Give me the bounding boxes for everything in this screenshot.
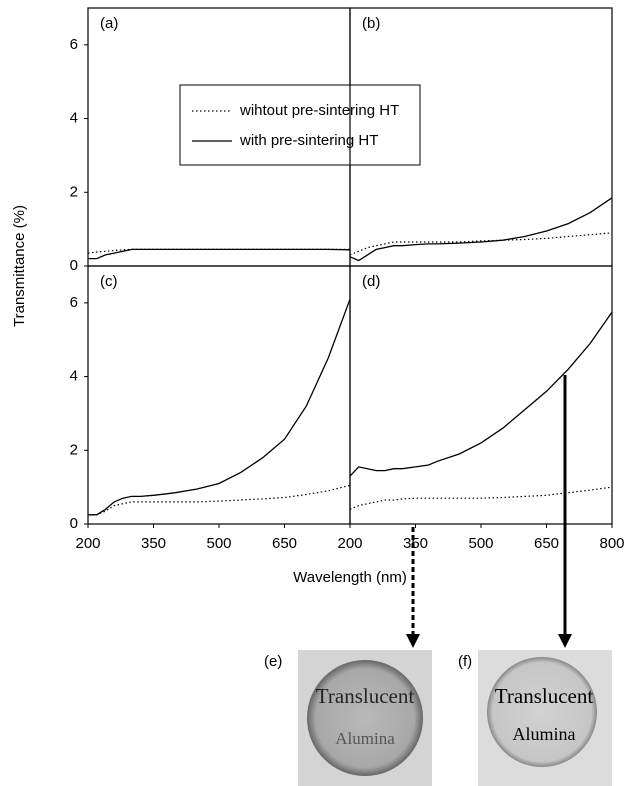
y-tick-label: 4 — [70, 368, 78, 385]
photo-label: (e) — [264, 653, 282, 670]
series-line — [349, 486, 613, 510]
series-line — [88, 248, 351, 260]
sample-disc — [487, 657, 597, 767]
series-line — [88, 298, 351, 516]
x-tick-label: 650 — [534, 535, 559, 552]
panel-label: (d) — [362, 273, 380, 290]
legend-label: wihtout pre-sintering HT — [239, 102, 399, 119]
y-tick-label: 0 — [70, 515, 78, 532]
arrow-head — [406, 634, 420, 648]
plot-frame — [349, 265, 613, 525]
x-tick-label: 200 — [75, 535, 100, 552]
y-tick-label: 6 — [70, 294, 78, 311]
x-axis-title: Wavelength (nm) — [293, 569, 407, 586]
panel-label: (b) — [362, 15, 380, 32]
x-tick-label: 200 — [337, 535, 362, 552]
panel-label: (a) — [100, 15, 118, 32]
photo-text: Alumina — [335, 729, 395, 748]
y-tick-label: 6 — [70, 36, 78, 53]
photo-text: Translucent — [316, 684, 415, 708]
x-tick-label: 500 — [468, 535, 493, 552]
x-tick-label: 350 — [141, 535, 166, 552]
series-line — [349, 311, 613, 477]
y-tick-label: 4 — [70, 110, 78, 127]
photo-label: (f) — [458, 653, 472, 670]
photo-text: Alumina — [513, 724, 576, 744]
y-tick-label: 2 — [70, 441, 78, 458]
y-tick-label: 0 — [70, 257, 78, 274]
series-line — [349, 232, 613, 256]
x-tick-label: 350 — [403, 535, 428, 552]
legend-label: with pre-sintering HT — [239, 132, 378, 149]
legend-box — [179, 84, 421, 166]
arrow-head — [558, 634, 572, 648]
series-line — [88, 484, 351, 516]
photo-text: Translucent — [495, 684, 594, 708]
series-line — [349, 197, 613, 262]
y-axis-title: Transmittance (%) — [11, 205, 28, 327]
x-tick-label: 650 — [272, 535, 297, 552]
panel-label: (c) — [100, 273, 118, 290]
sample-disc — [307, 660, 423, 776]
x-tick-label: 500 — [206, 535, 231, 552]
x-tick-label: 800 — [599, 535, 624, 552]
y-tick-label: 2 — [70, 183, 78, 200]
